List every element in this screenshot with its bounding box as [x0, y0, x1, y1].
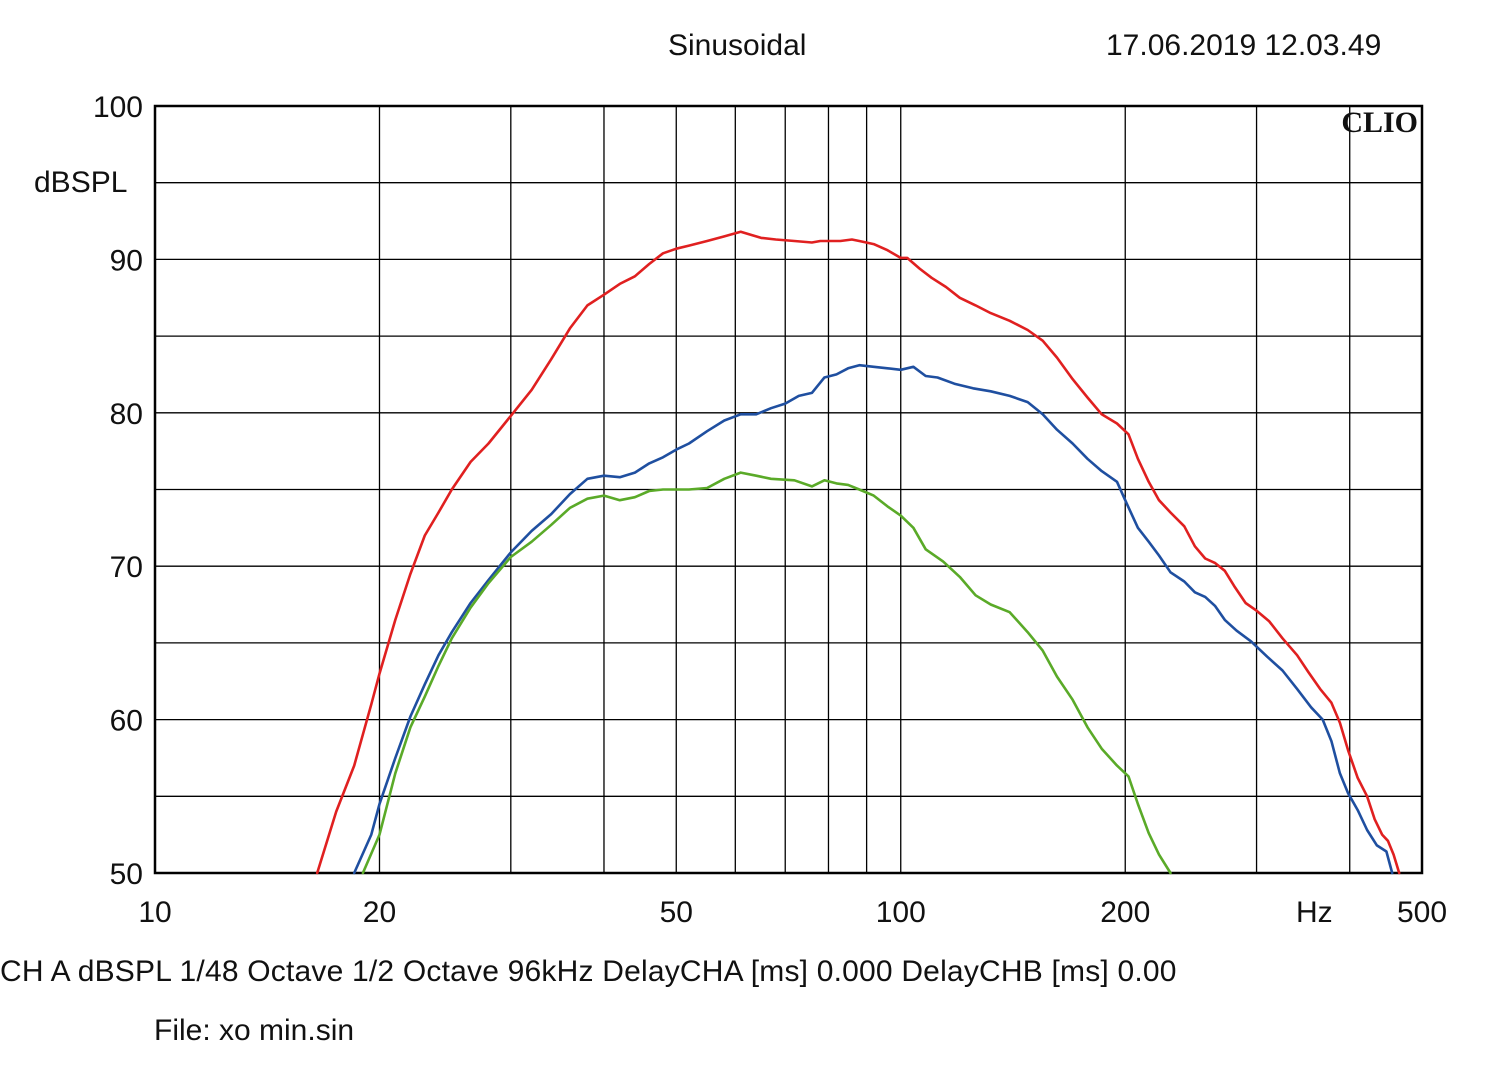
x-axis-label: Hz [1296, 896, 1333, 929]
status-line: CH A dBSPL 1/48 Octave 1/2 Octave 96kHz … [0, 955, 1177, 988]
x-tick-label: 50 [660, 896, 693, 929]
series-line-2 [352, 363, 1394, 875]
x-tick-label: 500 [1397, 896, 1447, 929]
grid [155, 106, 1422, 873]
chart-title: Sinusoidal [668, 29, 807, 62]
clio-logo: CLIO [1341, 106, 1418, 139]
file-name: File: xo min.sin [154, 1014, 355, 1047]
y-tick-label: 50 [110, 858, 143, 891]
timestamp: 17.06.2019 12.03.49 [1106, 29, 1382, 62]
x-tick-label: 10 [138, 896, 171, 929]
y-tick-label: 100 [93, 91, 143, 124]
y-axis-label: dBSPL [34, 166, 128, 199]
x-tick-label: 20 [363, 896, 396, 929]
series-layer [315, 230, 1401, 875]
y-tick-label: 80 [110, 398, 143, 431]
series-line-3 [361, 471, 1172, 875]
y-tick-label: 90 [110, 244, 143, 277]
y-tick-label: 70 [110, 551, 143, 584]
x-tick-label: 100 [876, 896, 926, 929]
x-tick-label: 200 [1100, 896, 1150, 929]
y-tick-label: 60 [110, 705, 143, 738]
plot-frame [153, 104, 1424, 875]
series-line-1 [315, 230, 1401, 875]
tick-labels: 10 20 50 100 200 500 50 60 70 80 90 100 [93, 91, 1447, 929]
